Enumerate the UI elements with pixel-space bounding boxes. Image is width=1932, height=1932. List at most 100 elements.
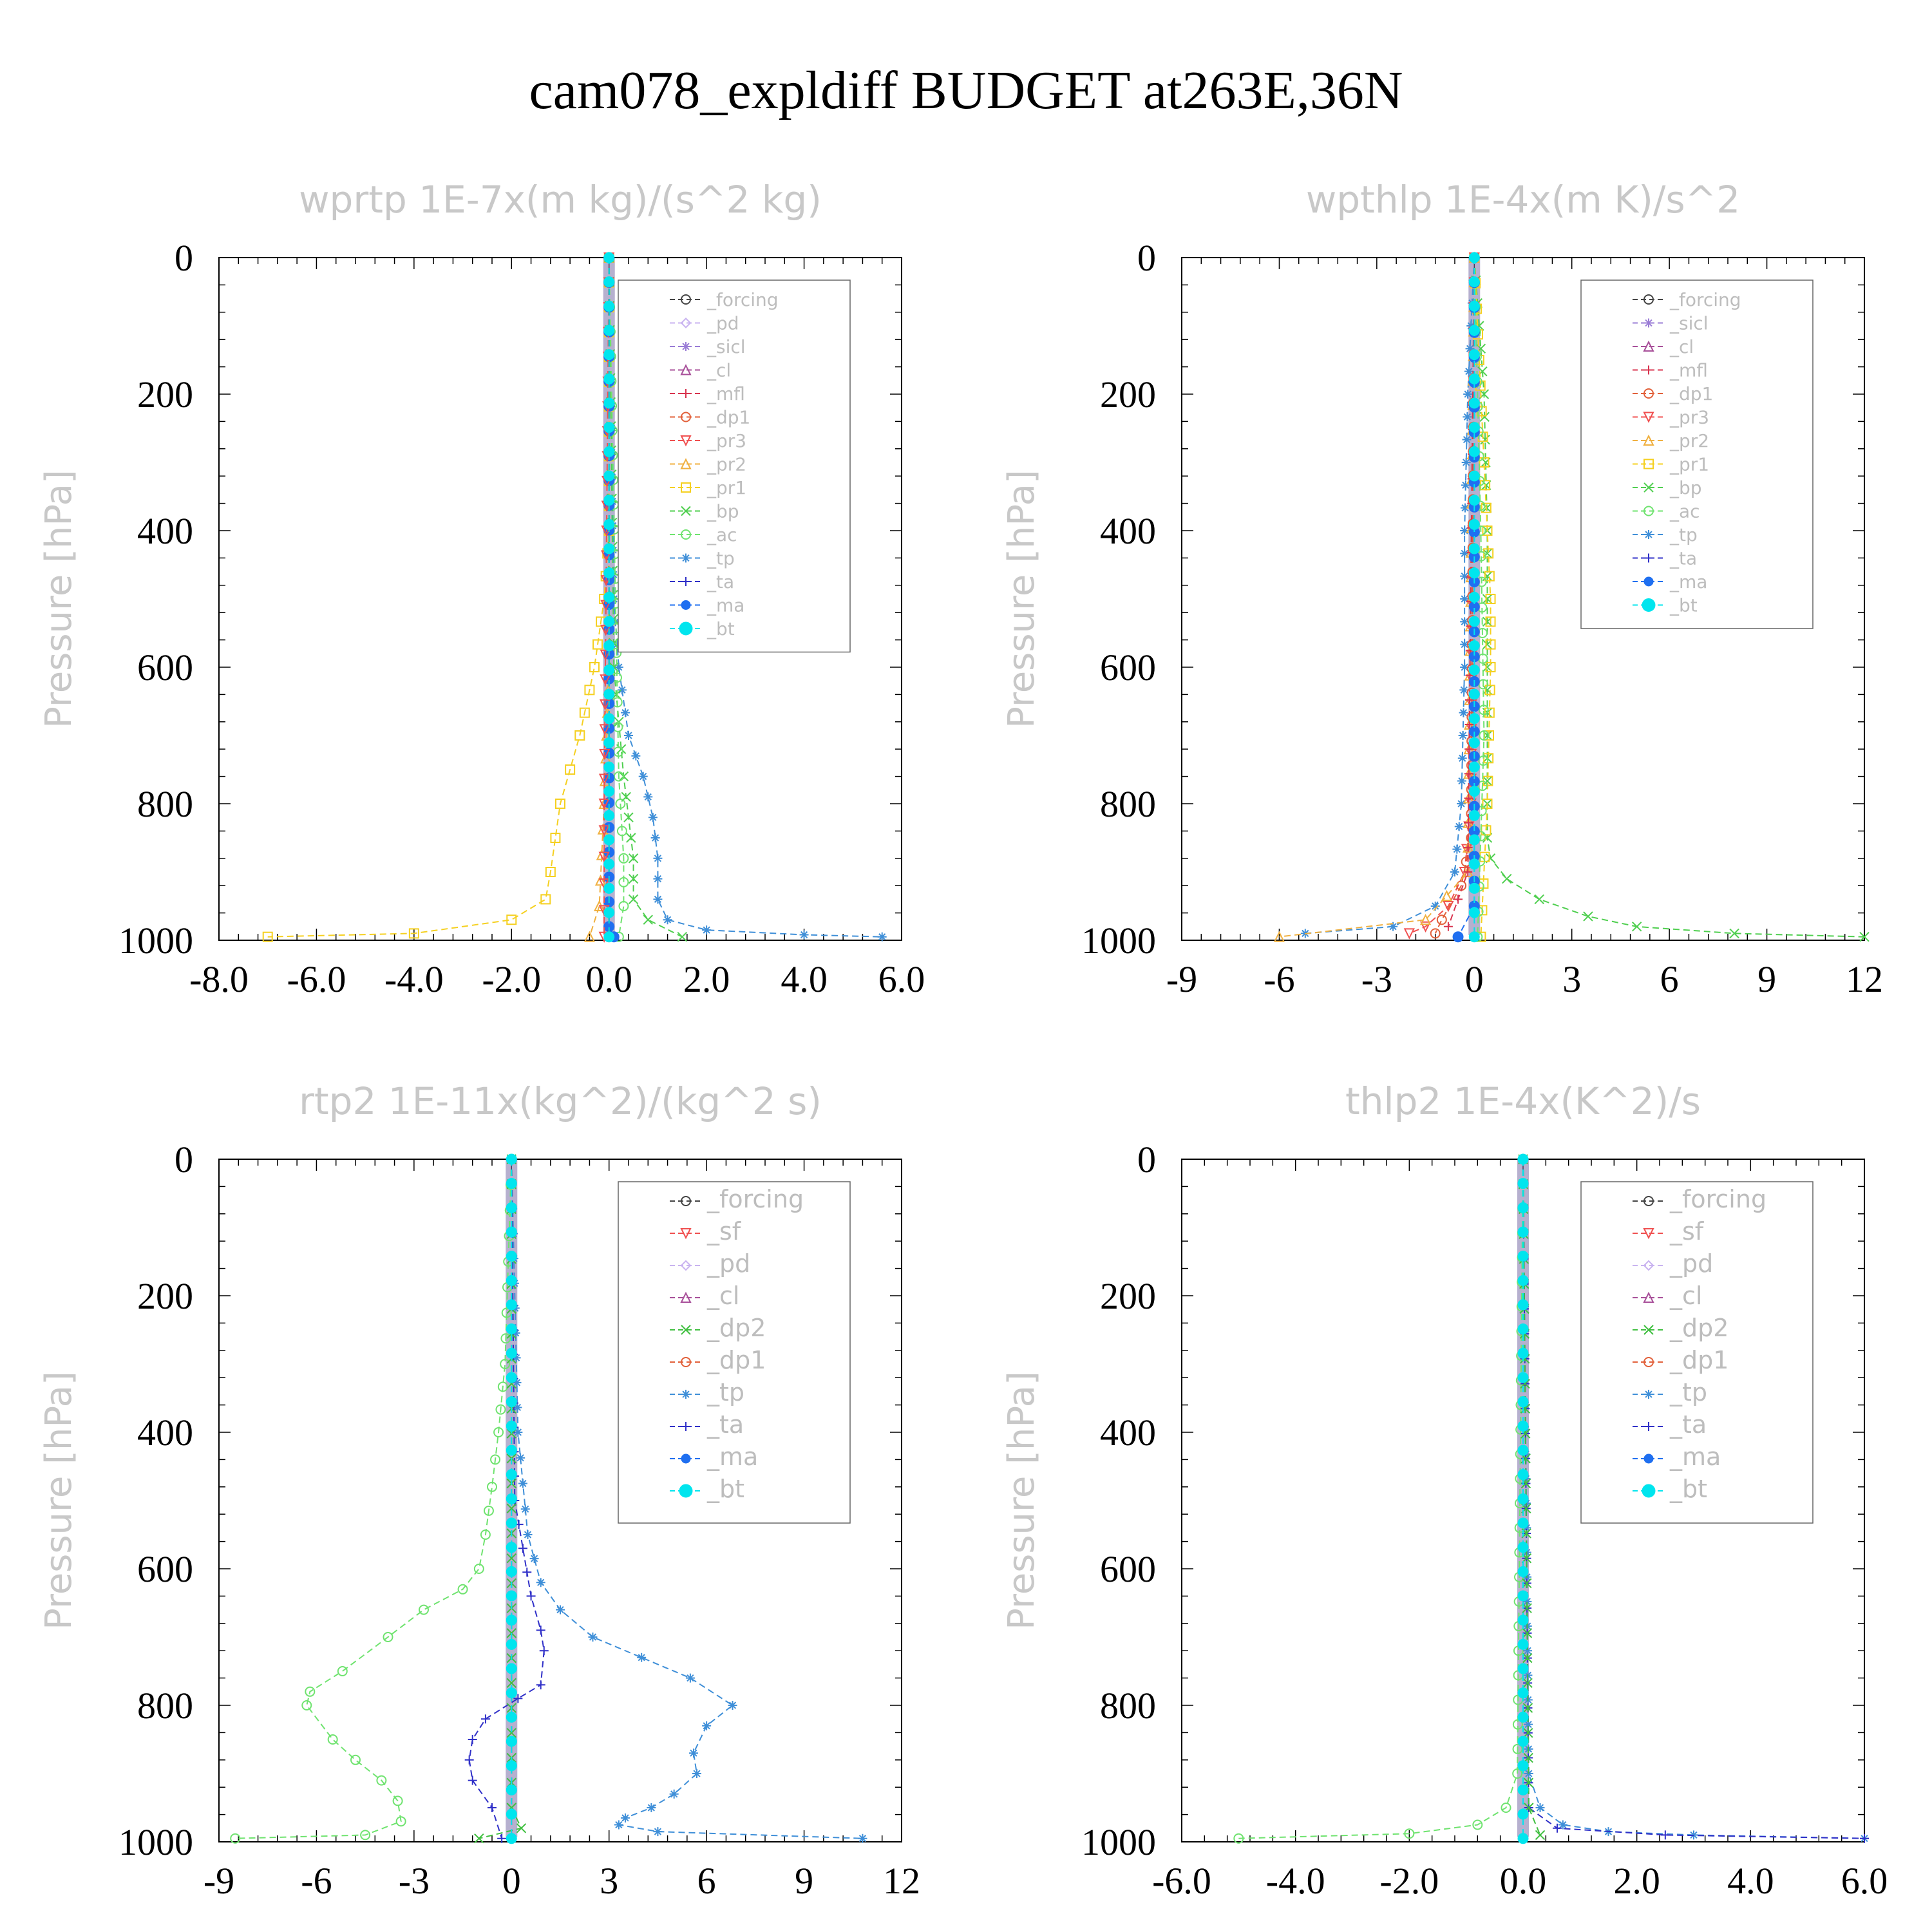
legend-label: _bt bbox=[706, 618, 735, 639]
data-point bbox=[653, 874, 663, 884]
legend-box bbox=[1580, 279, 1814, 629]
data-point bbox=[650, 833, 660, 842]
data-point bbox=[1517, 1736, 1529, 1747]
legend-label: _bt bbox=[1669, 595, 1698, 616]
data-point bbox=[506, 1503, 516, 1513]
data-point bbox=[603, 786, 615, 797]
data-point bbox=[513, 1694, 523, 1703]
legend-marker bbox=[681, 1454, 691, 1464]
y-tick-label: 200 bbox=[1100, 374, 1156, 415]
legend-label: _pr3 bbox=[1669, 407, 1709, 428]
figure-title: cam078_expldiff BUDGET at263E,36N bbox=[529, 61, 1403, 120]
x-tick-label: 12 bbox=[883, 1860, 920, 1902]
data-point bbox=[1501, 1803, 1511, 1813]
panel-title: wprtp 1E-7x(m kg)/(s^2 kg) bbox=[299, 178, 822, 222]
series-line bbox=[1447, 257, 1475, 927]
data-point bbox=[1462, 435, 1472, 444]
data-point bbox=[618, 901, 629, 911]
series-pr2 bbox=[1273, 251, 1480, 942]
legend-label: _forcing bbox=[1669, 1185, 1766, 1213]
data-point bbox=[511, 1353, 521, 1363]
legend-marker bbox=[681, 577, 690, 586]
data-point bbox=[598, 825, 610, 837]
x-tick-label: -6.0 bbox=[287, 958, 346, 1000]
data-point bbox=[615, 799, 626, 809]
data-point bbox=[506, 1736, 517, 1747]
data-point bbox=[1450, 867, 1459, 876]
data-point bbox=[598, 773, 611, 785]
data-point bbox=[1464, 720, 1474, 730]
data-point bbox=[506, 1687, 517, 1699]
data-point bbox=[603, 543, 615, 554]
data-point bbox=[1502, 873, 1512, 884]
legend-label: _pd bbox=[1669, 1249, 1713, 1278]
data-point bbox=[647, 1803, 656, 1812]
legend-marker bbox=[1643, 482, 1654, 493]
legend-label: _dp1 bbox=[706, 407, 750, 428]
legend-label: _sf bbox=[706, 1217, 742, 1245]
data-point bbox=[305, 1686, 316, 1697]
data-point bbox=[1517, 1638, 1529, 1650]
data-point bbox=[1468, 422, 1480, 433]
data-point bbox=[594, 875, 607, 886]
legend-label: _pd bbox=[706, 313, 739, 334]
legend-label: _sicl bbox=[706, 336, 746, 357]
x-tick-label: 6.0 bbox=[1841, 1860, 1888, 1902]
y-tick-label: 600 bbox=[1100, 647, 1156, 688]
data-point bbox=[536, 1625, 545, 1635]
data-point bbox=[506, 1678, 516, 1689]
legend-marker bbox=[679, 1484, 693, 1498]
legend-box bbox=[618, 1181, 851, 1524]
data-point bbox=[529, 1554, 539, 1564]
y-tick-label: 200 bbox=[137, 374, 193, 415]
data-point bbox=[506, 1469, 517, 1481]
data-point bbox=[1464, 793, 1473, 803]
data-point bbox=[1517, 1274, 1529, 1286]
data-point bbox=[497, 1381, 508, 1392]
data-point bbox=[603, 737, 615, 748]
data-point bbox=[1464, 769, 1473, 779]
data-point bbox=[506, 1566, 517, 1577]
legend-marker bbox=[1643, 506, 1654, 516]
x-tick-label: 2.0 bbox=[683, 958, 730, 1000]
data-point bbox=[1517, 1590, 1529, 1602]
data-point bbox=[1517, 1542, 1529, 1553]
y-tick-label: 800 bbox=[1100, 783, 1156, 825]
series-line bbox=[1279, 257, 1475, 938]
data-point bbox=[490, 1454, 501, 1465]
x-tick-label: 4.0 bbox=[1727, 1860, 1774, 1902]
legend-marker bbox=[681, 389, 690, 398]
legend: _forcing _sf _pd _cl _dp2 _dp1 _tp _ta _ma _bt bbox=[1580, 1181, 1814, 1524]
data-point bbox=[1517, 1347, 1529, 1359]
data-point bbox=[877, 932, 887, 942]
data-point bbox=[612, 639, 622, 649]
legend-marker bbox=[681, 294, 691, 305]
series-bt bbox=[603, 252, 615, 943]
series-tp bbox=[1300, 253, 1479, 938]
data-point bbox=[1517, 1299, 1529, 1311]
series-bt bbox=[1517, 1153, 1529, 1844]
y-tick-label: 0 bbox=[1137, 237, 1156, 279]
legend: _forcing _sf _pd _cl _dp2 _dp1 _tp _ta _ma _bt bbox=[618, 1181, 851, 1524]
legend-marker bbox=[681, 529, 691, 540]
legend-marker bbox=[1644, 553, 1653, 563]
legend-marker bbox=[680, 317, 692, 328]
data-point bbox=[1517, 1566, 1529, 1577]
legend-label: _ta bbox=[1669, 548, 1697, 569]
y-tick-label: 400 bbox=[137, 1412, 193, 1454]
data-point bbox=[603, 349, 615, 361]
legend-marker bbox=[1643, 1325, 1654, 1335]
legend-marker bbox=[1643, 459, 1654, 469]
legend-label: _pr2 bbox=[706, 454, 746, 475]
data-point bbox=[1524, 1769, 1533, 1778]
legend-marker bbox=[1643, 388, 1654, 399]
legend-label: _ac bbox=[1669, 501, 1700, 522]
y-tick-label: 800 bbox=[137, 783, 193, 825]
data-point bbox=[1481, 502, 1492, 513]
data-point bbox=[1468, 446, 1480, 457]
data-point bbox=[1403, 928, 1415, 940]
series-line bbox=[235, 1159, 513, 1839]
data-point bbox=[540, 894, 551, 905]
x-tick-label: -2.0 bbox=[482, 958, 541, 1000]
